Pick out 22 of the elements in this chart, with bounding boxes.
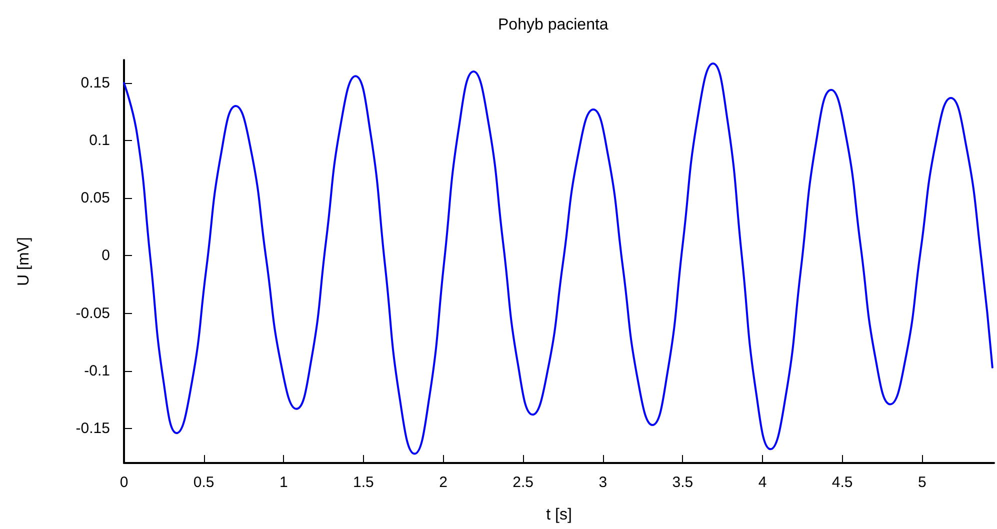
- chart-title: Pohyb pacienta: [498, 16, 608, 34]
- x-tick-label: 3: [598, 474, 608, 491]
- x-tick-label: 0: [120, 474, 128, 491]
- y-tick-label: 0.1: [89, 132, 110, 150]
- x-tick-label: 4.5: [832, 474, 853, 491]
- y-tick-label: 0: [102, 247, 110, 264]
- y-tick-label: -0.05: [76, 304, 110, 322]
- y-tick-label: -0.1: [84, 362, 110, 380]
- x-tick-label: 5: [918, 474, 926, 491]
- x-tick-label: 4: [758, 474, 767, 491]
- x-axis-title: t [s]: [546, 506, 572, 524]
- line-series: [123, 62, 994, 455]
- x-tick-label: 0.5: [193, 474, 214, 491]
- y-axis-title: U [mV]: [16, 237, 32, 286]
- y-tick-label: 0.15: [80, 74, 110, 92]
- y-tick-label: -0.15: [76, 420, 110, 437]
- x-tick-label: 1.5: [353, 474, 374, 491]
- x-tick-label: 3.5: [672, 474, 694, 491]
- x-tick-label: 2: [439, 474, 448, 491]
- x-tick-label: 2.5: [512, 474, 534, 491]
- x-tick-label: 1: [279, 474, 288, 491]
- y-tick-label: 0.05: [80, 190, 110, 207]
